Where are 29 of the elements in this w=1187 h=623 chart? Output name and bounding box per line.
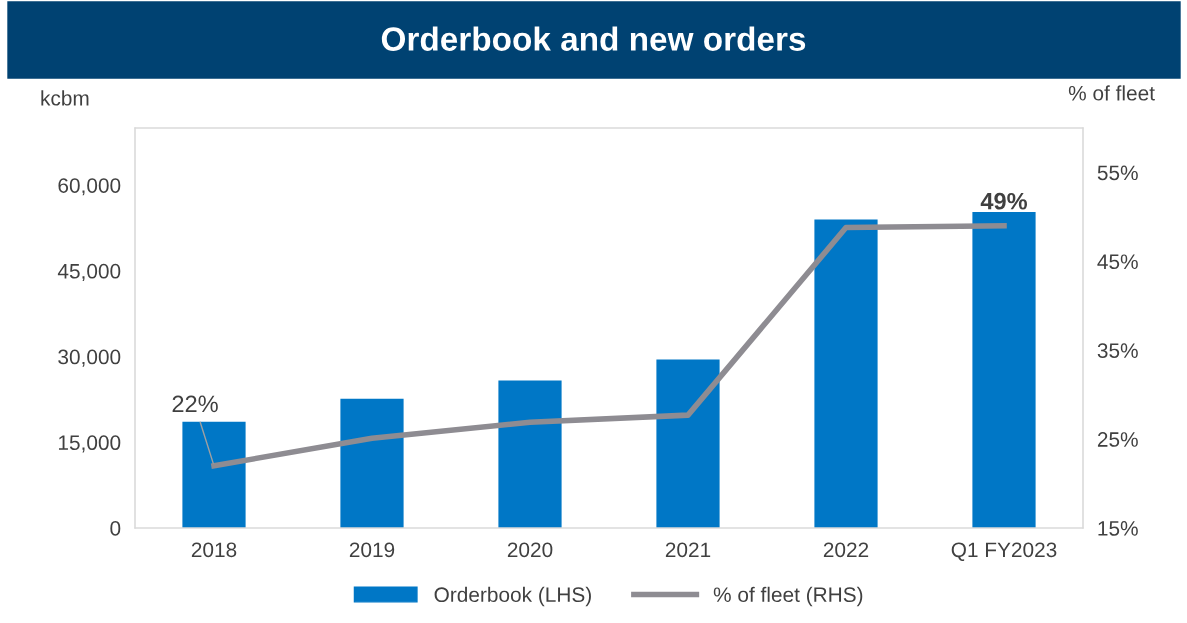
- y-tick-label: 60,000: [58, 178, 121, 196]
- y-tick-label: 45,000: [57, 263, 121, 282]
- data-label: 49%: [980, 192, 1028, 210]
- bar: [814, 219, 878, 528]
- y2-tick-label: 15%: [1098, 521, 1138, 536]
- y2-axis-title: % of fleet: [1068, 85, 1155, 101]
- y2-tick-label: 55%: [1097, 165, 1138, 181]
- bar: [972, 212, 1036, 528]
- legend-label: Orderbook (LHS): [434, 586, 591, 607]
- x-tick-label: Q1 FY2023: [951, 542, 1057, 561]
- bar: [340, 398, 404, 528]
- y-axis-title: kcbm: [41, 90, 89, 106]
- y2-tick-label: 45%: [1097, 254, 1138, 270]
- chart-title: Orderbook and new orders: [381, 26, 806, 51]
- data-label: 22%: [172, 395, 218, 413]
- x-tick-label: 2022: [823, 542, 869, 558]
- y-tick-label: 15,000: [58, 435, 121, 453]
- y-tick-label: 0: [110, 521, 121, 536]
- legend-label: % of fleet (RHS): [713, 586, 863, 607]
- y2-tick-label: 35%: [1097, 343, 1138, 358]
- bar: [498, 380, 562, 528]
- x-tick-label: 2020: [507, 542, 553, 558]
- bar: [182, 421, 246, 528]
- bar: [656, 359, 720, 528]
- x-tick-label: 2018: [191, 542, 237, 558]
- y2-tick-label: 25%: [1097, 432, 1138, 447]
- y-tick-label: 30,000: [58, 349, 121, 367]
- x-tick-label: 2019: [349, 542, 395, 558]
- x-tick-label: 2021: [665, 542, 711, 558]
